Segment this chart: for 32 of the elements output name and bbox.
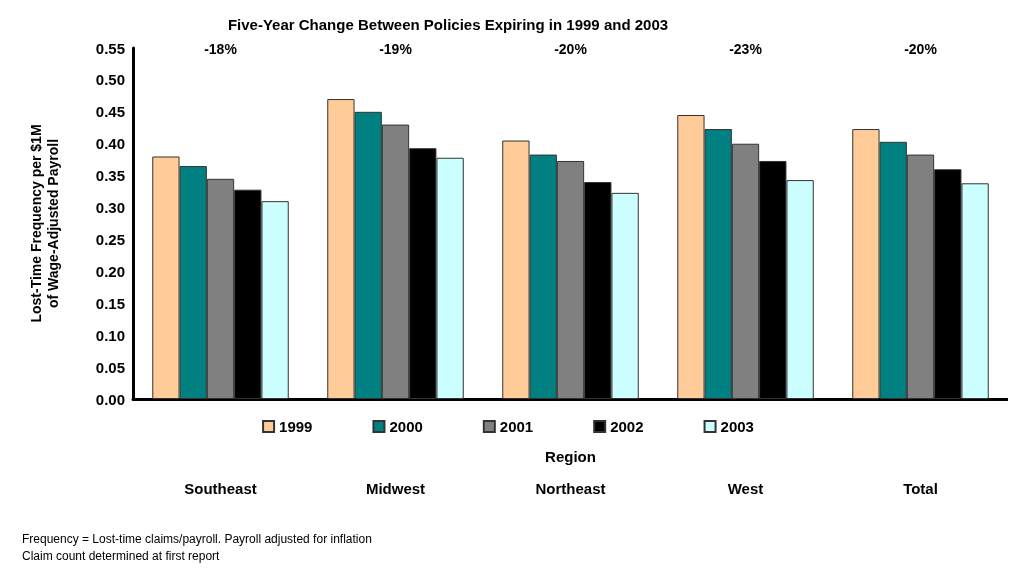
legend-label: 2001 <box>499 418 534 435</box>
x-tick-label: Total <box>903 480 938 497</box>
text: Frequency = Lost-time claims/payroll. Payroll adjusted for inflation <box>22 532 372 546</box>
x-tick-label: Midwest <box>365 480 426 497</box>
y-tick-label: 0.40 <box>95 135 125 153</box>
y-tick-label: 0.10 <box>95 326 125 344</box>
y-tick-label: 0.55 <box>95 39 125 57</box>
y-tick-label: 0.35 <box>95 167 125 185</box>
chart-title: Five-Year Change Between Policies Expiring in 1999 and 2003 <box>227 16 669 33</box>
y-axis-title: Lost-Time Frequency per $1M of Wage-Adjusted Payroll <box>27 124 61 323</box>
annotation: -23% <box>729 41 763 57</box>
annotation: -18% <box>204 41 238 57</box>
y-tick-label: 0.15 <box>95 294 125 312</box>
x-axis-title: Region <box>545 448 596 465</box>
x-tick-label: West <box>727 480 764 497</box>
y-tick-label: 0.45 <box>95 103 125 121</box>
y-tick-label: 0.25 <box>95 230 125 248</box>
legend-label: 2000 <box>389 418 423 435</box>
x-tick-label: Northeast <box>535 480 606 497</box>
text: Claim count determined at first report <box>22 549 221 563</box>
y-tick-label: 0.30 <box>95 199 125 217</box>
annotation: -19% <box>379 41 413 57</box>
x-tick-label: Southeast <box>184 480 257 497</box>
y-tick-label: 0.05 <box>95 358 125 376</box>
legend-label: 2002 <box>610 418 644 435</box>
legend-label: 1999 <box>279 418 313 435</box>
y-tick-label: 0.00 <box>95 390 125 408</box>
legend-label: 2003 <box>720 418 754 435</box>
y-tick-label: 0.20 <box>95 262 125 280</box>
annotation: -20% <box>904 41 938 57</box>
y-tick-label: 0.50 <box>95 71 125 89</box>
annotation: -20% <box>554 41 588 57</box>
